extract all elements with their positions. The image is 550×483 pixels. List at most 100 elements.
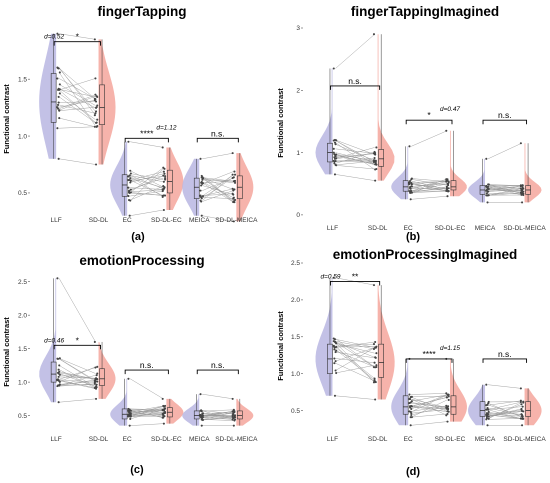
data-point [519,184,522,187]
subject-line [202,410,234,415]
subject-line [335,395,375,400]
subject-line [202,185,234,195]
data-point [333,157,337,160]
data-point [333,153,337,156]
subject-line [488,187,522,191]
subject-line [411,406,448,412]
data-point [129,412,132,415]
subject-line [335,351,375,359]
subject-line [130,187,164,190]
data-point [486,413,489,416]
data-point [486,186,489,190]
data-point [487,410,490,414]
data-point [127,415,130,418]
data-point [200,184,203,187]
subject-line [335,174,375,181]
significance-label: ** [352,271,359,281]
data-point [93,340,96,344]
data-point [485,383,488,386]
y-axis-label: Functional contrast [276,88,285,158]
data-point [447,408,450,411]
subject-line [335,139,375,155]
subject-line [59,365,96,388]
data-point [58,117,61,120]
x-tick-label: EC [404,225,413,232]
x-tick-label: EC [123,217,132,224]
violin-meica [182,394,200,426]
data-point [409,398,412,401]
subject-line [58,68,96,100]
data-point [374,179,377,182]
data-point [162,170,165,173]
x-tick-label: SD-DL [368,436,388,443]
subject-line [411,394,448,410]
data-point [334,360,337,363]
subject-line [130,190,164,197]
comparison-bracket [196,369,239,375]
subject-line [488,185,522,187]
comparison-bracket [405,358,453,363]
data-point [128,178,131,182]
data-point [445,392,448,395]
subject-line [335,341,375,348]
subject-line [487,188,522,196]
x-tick-label: SD-DL-EC [151,217,182,224]
data-point [129,188,132,191]
data-point [447,393,450,396]
data-point [375,146,378,149]
subject-line [487,408,522,417]
data-point [374,346,377,349]
data-point [93,381,96,384]
violin-ec [391,358,409,426]
data-point [162,194,165,197]
subject-line [59,33,96,40]
subject-line [335,338,375,368]
data-point [161,190,164,193]
data-point [485,192,488,195]
data-point [410,400,413,403]
data-point [128,191,131,195]
subject-line [130,171,164,181]
subject-line [411,406,448,416]
subject-line [335,347,375,371]
subject-line [130,409,164,411]
data-point [334,160,337,163]
subject-line [335,160,375,166]
data-point [57,101,60,104]
data-point [372,33,376,36]
data-point [521,184,524,187]
data-point [333,173,337,176]
data-point [522,401,525,404]
data-point [232,176,235,179]
data-point [335,371,338,375]
x-tick-label: MEICA [189,436,210,443]
subject-line [488,413,522,417]
data-point [409,189,412,193]
violin-sd-dl-meica [236,153,254,222]
data-point [410,405,413,408]
subject-line [411,195,448,200]
x-tick-label: SD-DL-MEICA [215,436,258,443]
comparison-bracket [330,85,381,90]
data-point [95,383,98,386]
data-point [485,408,488,411]
data-point [233,201,236,204]
data-point [94,110,98,113]
subject-line [130,167,164,193]
data-point [521,201,524,204]
data-point [373,361,376,364]
chart-panel-a: fingerTapping Functional contrast 0.5 1.0 1.… [2,4,258,243]
subject-line [130,192,164,196]
subject-line [59,369,96,389]
subject-line [59,93,96,120]
data-point [372,152,376,155]
significance-label: n.s. [498,349,512,359]
subject-line [202,178,234,201]
data-point [332,151,335,154]
data-point [128,199,131,202]
data-point [129,169,132,172]
data-point [127,377,130,380]
subject-line [411,402,448,408]
data-point [232,196,235,199]
data-point [232,416,235,419]
